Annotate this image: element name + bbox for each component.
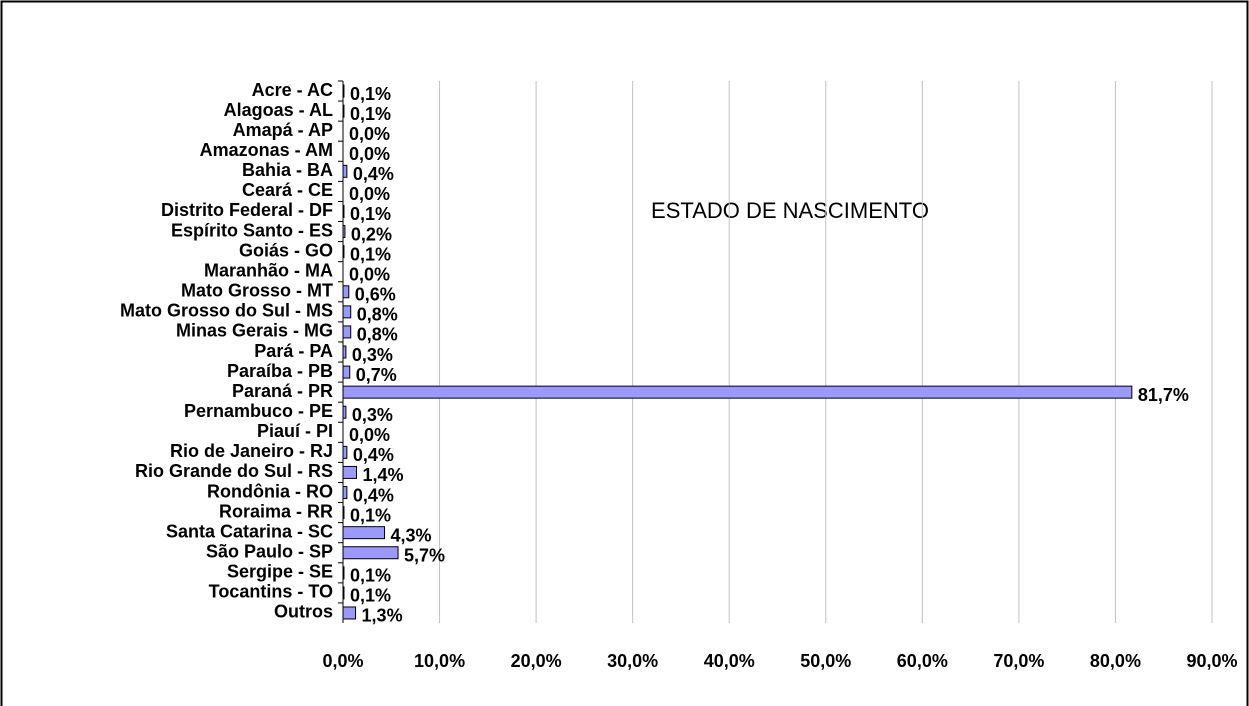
value-label: 0,1% [350,244,391,264]
value-label: 0,0% [349,264,390,284]
bar [342,526,386,540]
value-label: 81,7% [1138,385,1189,405]
bar [342,104,345,118]
bar [342,305,352,319]
bar [342,506,345,520]
x-tick-label: 70,0% [993,651,1044,671]
x-tick-label: 40,0% [704,651,755,671]
value-label: 0,3% [352,345,393,365]
value-label: 0,0% [349,184,390,204]
value-label: 0,1% [350,505,391,525]
value-label: 0,4% [353,164,394,184]
bar [342,345,347,359]
bar [342,606,357,620]
value-label: 5,7% [404,545,445,565]
bar [342,204,345,218]
value-label: 0,4% [353,485,394,505]
bar [342,445,348,459]
value-label: 0,0% [349,144,390,164]
y-tick-label: Pernambuco - PE [184,401,333,421]
value-label: 0,7% [356,365,397,385]
y-tick-label: Mato Grosso - MT [181,281,333,301]
bar [342,285,350,299]
y-tick-label: Pará - PA [254,341,333,361]
value-label: 0,0% [349,124,390,144]
value-label: 0,1% [350,204,391,224]
y-tick-label: Rio Grande do Sul - RS [135,461,333,481]
bar [342,465,358,479]
y-tick-label: Bahia - BA [242,160,333,180]
value-label: 0,2% [351,224,392,244]
y-tick-label: Acre - AC [252,80,333,100]
y-tick-label: Tocantins - TO [209,582,333,602]
bar [342,84,345,98]
value-label: 0,8% [357,305,398,325]
y-tick-label: Minas Gerais - MG [176,321,333,341]
y-tick-label: Maranhão - MA [204,260,333,280]
bar [342,405,347,419]
x-tick-label: 0,0% [322,651,363,671]
y-tick-label: Santa Catarina - SC [166,521,333,541]
x-tick-label: 50,0% [800,651,851,671]
y-tick-label: Alagoas - AL [224,100,333,120]
value-label: 1,4% [363,465,404,485]
y-tick-label: Sergipe - SE [227,562,333,582]
bar [342,486,348,500]
chart-title: ESTADO DE NASCIMENTO [651,198,929,223]
y-tick-label: Piauí - PI [257,421,333,441]
y-tick-label: Amapá - AP [233,120,333,140]
bar [342,164,348,178]
bar [342,586,345,600]
y-tick-label: Goiás - GO [239,240,333,260]
value-label: 0,1% [350,566,391,586]
bar [342,225,346,239]
x-tick-label: 10,0% [414,651,465,671]
x-tick-label: 30,0% [607,651,658,671]
value-label: 0,1% [350,586,391,606]
value-label: 0,0% [349,425,390,445]
bar [342,325,352,339]
y-tick-label: Rio de Janeiro - RJ [170,441,333,461]
y-tick-label: Distrito Federal - DF [161,200,333,220]
bar [342,546,399,560]
y-tick-label: São Paulo - SP [206,541,333,561]
bar [342,566,345,580]
y-tick-label: Paraíba - PB [227,361,333,381]
value-label: 1,3% [362,606,403,626]
value-label: 0,4% [353,445,394,465]
x-tick-label: 80,0% [1090,651,1141,671]
bar [342,365,351,379]
value-label: 0,8% [357,325,398,345]
value-label: 0,6% [355,285,396,305]
x-tick-label: 60,0% [897,651,948,671]
value-label: 0,3% [352,405,393,425]
y-tick-label: Amazonas - AM [200,140,333,160]
bar [342,245,345,259]
y-tick-label: Mato Grosso do Sul - MS [120,301,333,321]
value-label: 4,3% [391,525,432,545]
value-label: 0,1% [350,104,391,124]
y-tick-label: Ceará - CE [242,180,333,200]
x-tick-label: 20,0% [511,651,562,671]
x-tick-label: 90,0% [1186,651,1237,671]
value-label: 0,1% [350,84,391,104]
y-tick-label: Paraná - PR [232,381,333,401]
y-tick-label: Rondônia - RO [207,481,333,501]
y-tick-label: Espírito Santo - ES [171,220,333,240]
bar [342,385,1133,399]
y-tick-label: Roraima - RR [219,501,333,521]
y-tick-label: Outros [274,602,333,622]
